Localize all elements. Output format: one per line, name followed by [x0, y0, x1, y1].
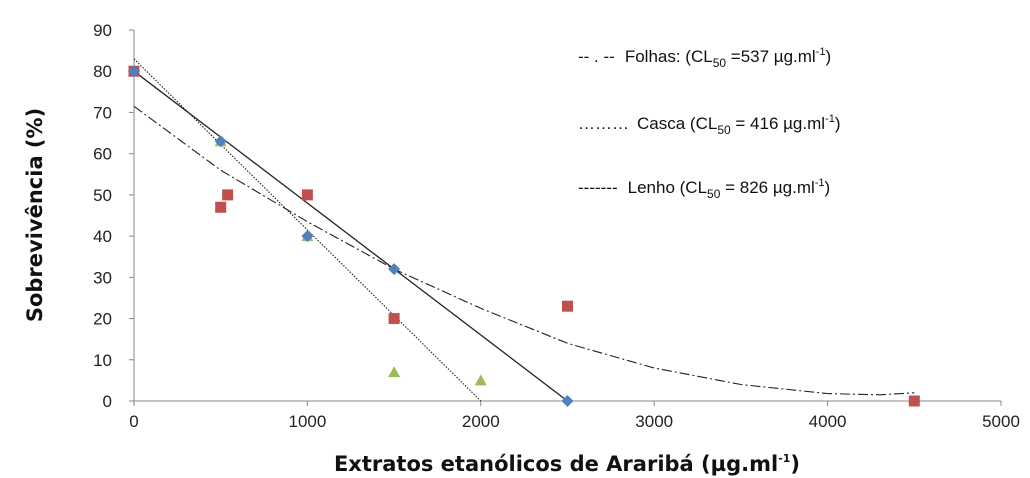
y-tick-label: 20 [93, 310, 112, 329]
legend-label: Folhas: (CL [625, 47, 713, 66]
legend-label: Lenho (CL [628, 178, 707, 197]
x-tick-label: 1000 [288, 412, 326, 431]
data-point-diamond [388, 263, 401, 276]
legend-entry-folhas: -- . -- Folhas: (CL50 =537 µg.ml-1) [578, 46, 831, 70]
data-point-diamond [561, 395, 574, 407]
x-axis-title: Extratos etanólicos de Araribá (µg.ml-1) [334, 452, 800, 476]
legend-close: ) [835, 114, 841, 133]
legend-sup: -1 [815, 177, 825, 189]
legend-entry-casca: ……… Casca (CL50 = 416 µg.ml-1) [578, 113, 841, 137]
legend-entry-lenho: ------- Lenho (CL50 = 826 µg.ml-1) [578, 177, 830, 201]
data-point-square [222, 189, 234, 201]
data-points [128, 65, 920, 407]
legend-value: = 416 µg.ml [731, 114, 825, 133]
legend: -- . -- Folhas: (CL50 =537 µg.ml-1) ……… Ca… [578, 46, 841, 201]
y-tick-label: 90 [93, 21, 112, 40]
trendlines [133, 58, 915, 402]
x-tick-label: 3000 [635, 412, 673, 431]
data-point-triangle [474, 374, 487, 386]
x-ticks: 0 1000 2000 3000 4000 5000 [129, 401, 1020, 431]
x-tick-label: 4000 [809, 412, 847, 431]
trendline-dashdot [133, 105, 915, 396]
x-axis-title-close: ) [790, 452, 800, 476]
y-tick-label: 10 [93, 351, 112, 370]
legend-value: = 826 µg.ml [720, 178, 814, 197]
data-point-square [562, 300, 573, 312]
x-tick-label: 0 [129, 412, 138, 431]
x-tick-label: 5000 [982, 412, 1020, 431]
x-axis-title-sup: -1 [778, 452, 790, 465]
data-point-diamond [128, 65, 140, 78]
data-point-diamond [214, 135, 227, 148]
y-axis-title: Sobrevivência (%) [23, 108, 47, 322]
legend-sup: -1 [816, 46, 826, 58]
legend-sup: -1 [825, 113, 835, 125]
data-point-square [301, 189, 313, 201]
x-axis-title-main: Extratos etanólicos de Araribá (µg.ml [334, 452, 778, 476]
legend-sub: 50 [717, 123, 731, 137]
legend-label: Casca (CL [637, 114, 717, 133]
legend-close: ) [825, 178, 831, 197]
data-point-square [215, 201, 227, 213]
data-point-square [388, 313, 400, 325]
y-tick-label: 0 [103, 392, 112, 411]
legend-value: =537 µg.ml [726, 47, 816, 66]
y-tick-label: 80 [93, 62, 112, 81]
y-tick-label: 70 [93, 103, 112, 122]
legend-sub: 50 [707, 187, 721, 201]
trendline-solid [133, 70, 568, 402]
legend-dash: -- . -- [578, 47, 615, 66]
data-point-square [908, 395, 920, 407]
y-ticks: 0 10 20 30 40 50 60 70 80 90 [93, 21, 134, 411]
x-tick-label: 2000 [462, 412, 500, 431]
legend-close: ) [826, 47, 832, 66]
legend-sub: 50 [713, 56, 727, 70]
plot-area: 0 1000 2000 3000 4000 5000 0 10 20 30 40 50 60 70 80 9… [93, 21, 1020, 431]
legend-dash: ------- [578, 178, 618, 197]
y-tick-label: 60 [93, 145, 112, 164]
y-tick-label: 50 [93, 186, 112, 205]
data-point-triangle [388, 366, 401, 378]
y-tick-label: 30 [93, 268, 112, 287]
legend-dash: ……… [578, 114, 629, 133]
y-tick-label: 40 [93, 227, 112, 246]
data-point-diamond [301, 230, 314, 243]
